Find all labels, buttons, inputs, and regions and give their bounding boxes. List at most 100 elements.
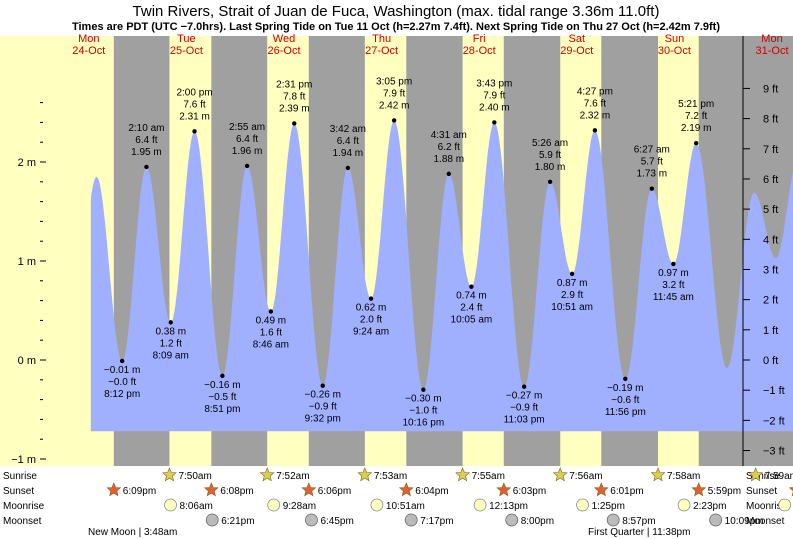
tide-point	[569, 271, 575, 277]
tide-ft-label: 7.6 ft	[584, 98, 606, 109]
sunrise-time: 7:58am	[667, 471, 700, 482]
tide-ft-label: 7.9 ft	[383, 88, 405, 99]
left-axis-tick-label: 2 m	[18, 157, 36, 169]
left-axis-tick-label: −1 m	[11, 454, 36, 466]
moonrise-icon	[677, 498, 691, 512]
tide-point	[547, 179, 553, 184]
sunset-icon	[106, 482, 122, 497]
sunset-time: 6:04pm	[415, 486, 448, 497]
sunrise-icon	[748, 467, 764, 482]
tide-m-label: 2.32 m	[580, 110, 611, 121]
tide-ft-label: −1.0 ft	[409, 406, 437, 417]
chart-title: Twin Rivers, Strait of Juan de Fuca, Was…	[133, 3, 660, 20]
tide-time-label: 8:12 pm	[104, 389, 140, 400]
tide-ft-label: 3.2 ft	[662, 280, 684, 291]
tide-ft-label: 2.0 ft	[360, 315, 382, 326]
tide-time-label: 5:26 am	[532, 138, 568, 149]
sunset-icon	[496, 482, 512, 497]
right-axis-tick-label: 4 ft	[763, 234, 778, 246]
tide-ft-label: 7.6 ft	[183, 99, 205, 110]
tide-ft-label: 6.4 ft	[236, 134, 258, 145]
tide-m-label: 1.94 m	[333, 148, 364, 159]
tide-m-label: −0.26 m	[305, 390, 341, 401]
tide-time-label: 4:31 am	[431, 130, 467, 141]
moonrise-icon	[778, 498, 792, 512]
day-name-label: Sun	[665, 33, 685, 45]
moonrise-icon	[473, 498, 487, 512]
tide-m-label: 0.62 m	[356, 303, 387, 314]
tide-time-label: 9:32 pm	[305, 414, 341, 425]
tide-time-label: 9:24 am	[353, 327, 389, 338]
sunset-time: 6:06pm	[318, 486, 351, 497]
tide-m-label: 0.87 m	[557, 278, 588, 289]
tide-time-label: 3:05 pm	[376, 76, 412, 87]
sun-moon-table: Sunrise Sunset Moonrise Moonset Sunrise …	[3, 467, 793, 538]
moonset-icon	[606, 513, 620, 527]
tide-m-label: 2.39 m	[279, 103, 310, 114]
tide-m-label: −0.01 m	[104, 365, 140, 376]
moonset-icon	[404, 513, 418, 527]
tide-point	[168, 320, 173, 325]
tide-point	[623, 376, 628, 382]
tide-m-label: 2.31 m	[179, 111, 210, 122]
tide-time-label: 10:16 pm	[403, 418, 445, 429]
tide-ft-label: 1.6 ft	[260, 327, 282, 338]
tide-point	[469, 284, 474, 289]
sunrise-time: 7:56am	[569, 471, 602, 482]
tide-time-label: 10:05 am	[451, 315, 493, 326]
row-label-sunset-left: Sunset	[3, 486, 34, 497]
tide-ft-label: 6.4 ft	[135, 135, 157, 146]
right-axis-tick-label: 0 ft	[763, 355, 778, 367]
moonrise-time: 10:51am	[386, 501, 425, 512]
tide-point	[268, 309, 274, 314]
tide-ft-label: −0.0 ft	[108, 377, 136, 388]
tide-point	[492, 120, 497, 125]
moonrise-icon	[164, 498, 177, 512]
tide-point	[592, 128, 598, 133]
tide-time-label: 11:03 pm	[504, 415, 545, 426]
row-label-sunset-right: Sunset	[746, 486, 777, 497]
tide-m-label: −0.30 m	[405, 394, 441, 405]
chart-subtitle: Times are PDT (UTC −7.0hrs). Last Spring…	[72, 21, 720, 33]
sunset-icon	[398, 482, 414, 497]
day-name-label: Thu	[372, 33, 391, 45]
day-date-label: 26-Oct	[267, 45, 300, 57]
tide-ft-label: 1.2 ft	[160, 338, 182, 349]
row-label-sunrise-right: Sunrise	[746, 471, 780, 482]
sunset-icon	[691, 482, 707, 497]
day-headers: Mon24-OctTue25-OctWed26-OctThu27-OctFri2…	[72, 33, 788, 57]
tide-point	[220, 373, 225, 379]
sunset-time: 6:08pm	[220, 486, 253, 497]
tide-m-label: −0.27 m	[506, 391, 542, 402]
row-label-moonset-left: Moonset	[3, 516, 42, 527]
tide-ft-label: −0.6 ft	[611, 395, 639, 406]
sunrise-time: 7:53am	[374, 471, 407, 482]
sunset-icon	[301, 482, 317, 497]
day-date-label: 25-Oct	[170, 45, 203, 57]
right-axis-tick-label: 9 ft	[763, 83, 778, 95]
tide-m-label: 2.19 m	[681, 123, 712, 134]
tide-time-label: 11:56 pm	[605, 407, 646, 418]
tide-time-label: 2:55 am	[229, 122, 265, 133]
sunrise-icon	[259, 467, 275, 482]
first-quarter-event: First Quarter | 11:38pm	[588, 527, 690, 538]
right-axis-tick-label: 7 ft	[763, 144, 778, 156]
tide-time-label: 8:09 am	[153, 350, 189, 361]
tide-m-label: −0.19 m	[607, 383, 643, 394]
tide-time-label: 5:21 pm	[678, 99, 714, 110]
sunset-time: 5:59pm	[708, 486, 741, 497]
tide-point	[421, 387, 426, 392]
moonrise-icon	[370, 498, 384, 512]
sunrise-icon	[552, 467, 568, 482]
tide-time-label: 8:51 pm	[204, 404, 240, 415]
sunrise-icon	[650, 467, 666, 482]
tide-ft-label: 6.4 ft	[337, 136, 359, 147]
tide-ft-label: 5.7 ft	[641, 157, 663, 168]
day-name-label: Fri	[473, 33, 486, 45]
row-label-moonset-right: Moonset	[746, 516, 785, 527]
sunrise-time: 7:52am	[276, 471, 309, 482]
tide-m-label: 2.42 m	[379, 100, 410, 111]
moonrise-time: 12:13pm	[489, 501, 528, 512]
moonrise-time: 1:25pm	[592, 501, 625, 512]
moonset-time: 6:45pm	[320, 516, 353, 527]
